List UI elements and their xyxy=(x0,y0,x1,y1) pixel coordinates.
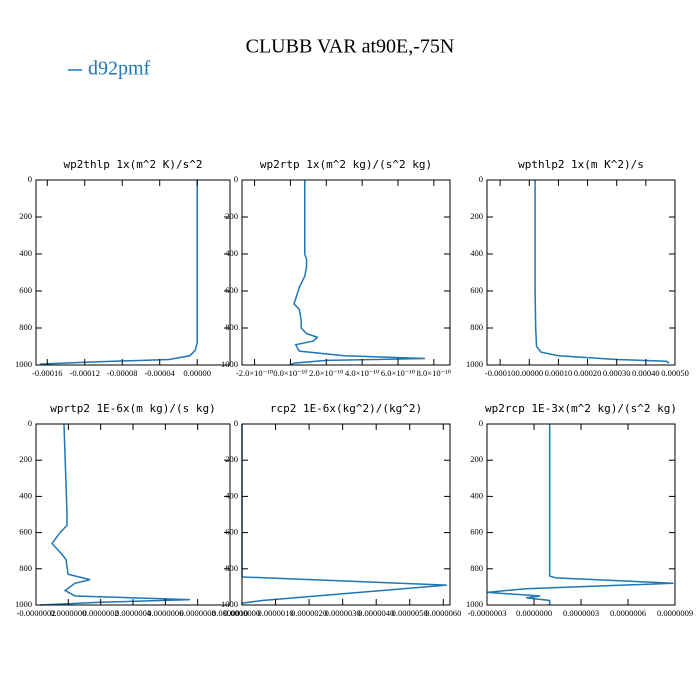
x-tick-label: 0.0×10⁻¹⁰ xyxy=(273,368,308,378)
panel-title: rcp2 1E-6x(kg^2)/(kg^2) xyxy=(270,402,422,415)
y-tick-label: 400 xyxy=(225,248,238,258)
y-tick-label: 600 xyxy=(19,285,32,295)
series-line xyxy=(39,180,198,365)
x-tick-label: -0.00016 xyxy=(32,368,62,378)
panel-title: wpthlp2 1x(m K^2)/s xyxy=(518,158,644,171)
x-tick-label: 0.00050 xyxy=(661,368,689,378)
plot-frame xyxy=(241,179,451,366)
x-tick-label: 4.0×10⁻¹⁰ xyxy=(345,368,380,378)
x-tick-label: 0.0000006 xyxy=(147,608,183,618)
x-tick-label: -0.00012 xyxy=(69,368,99,378)
y-tick-label: 0 xyxy=(479,418,483,428)
x-tick-label: 0.0000000 xyxy=(50,608,86,618)
figure-title: CLUBB VAR at90E,-75N xyxy=(246,36,455,58)
y-tick-label: 1000 xyxy=(466,359,483,369)
y-tick-label: 0 xyxy=(28,174,32,184)
y-tick-label: 1000 xyxy=(466,599,483,609)
x-tick-label: 0.0000010 xyxy=(212,608,248,618)
x-tick-label: 0.0000060 xyxy=(425,608,461,618)
x-tick-label: 0.0000040 xyxy=(358,608,394,618)
x-tick-label: 6.0×10⁻¹⁰ xyxy=(381,368,416,378)
y-tick-label: 800 xyxy=(470,322,483,332)
x-tick-label: 0.0000002 xyxy=(83,608,119,618)
plot-frame xyxy=(486,179,676,366)
x-tick-label: 0.0000000 xyxy=(516,608,552,618)
y-tick-label: 200 xyxy=(19,211,32,221)
plot-frame xyxy=(486,423,676,606)
x-tick-label: 8.0×10⁻¹⁰ xyxy=(417,368,452,378)
series-line xyxy=(40,423,191,606)
y-tick-label: 800 xyxy=(19,322,32,332)
plot-frame xyxy=(35,179,231,366)
y-tick-label: 200 xyxy=(19,454,32,464)
y-tick-label: 400 xyxy=(19,248,32,258)
series-line xyxy=(486,424,674,605)
x-tick-label: 0.00040 xyxy=(632,368,660,378)
y-tick-label: 0 xyxy=(234,418,238,428)
y-tick-label: 800 xyxy=(225,563,238,573)
x-tick-label: 0.0000009 xyxy=(657,608,693,618)
panel-title: wp2rcp 1E-3x(m^2 kg)/(s^2 kg) xyxy=(485,402,677,415)
y-tick-label: 1000 xyxy=(221,599,238,609)
y-tick-label: 1000 xyxy=(15,359,32,369)
y-tick-label: 0 xyxy=(479,174,483,184)
y-tick-label: 0 xyxy=(234,174,238,184)
x-tick-label: -0.00004 xyxy=(144,368,175,378)
y-tick-label: 800 xyxy=(19,563,32,573)
y-tick-label: 200 xyxy=(225,454,238,464)
x-tick-label: 0.00000 xyxy=(183,368,211,378)
x-tick-label: 0.00010 xyxy=(545,368,573,378)
x-tick-label: 0.00020 xyxy=(574,368,602,378)
x-tick-label: 0.0000000 xyxy=(224,608,260,618)
y-tick-label: 400 xyxy=(470,248,483,258)
y-tick-label: 400 xyxy=(19,490,32,500)
legend-label: d92pmf xyxy=(88,58,151,80)
x-tick-label: 0.0000004 xyxy=(115,608,152,618)
x-tick-label: -0.00008 xyxy=(107,368,137,378)
x-tick-label: 0.0000003 xyxy=(563,608,599,618)
x-tick-label: 2.0×10⁻¹⁰ xyxy=(309,368,344,378)
x-tick-label: 0.0000050 xyxy=(392,608,428,618)
y-tick-label: 200 xyxy=(470,211,483,221)
x-tick-label: 0.0000020 xyxy=(291,608,327,618)
y-tick-label: 600 xyxy=(470,527,483,537)
panel-title: wp2rtp 1x(m^2 kg)/(s^2 kg) xyxy=(260,158,432,171)
panel-title: wp2thlp 1x(m^2 K)/s^2 xyxy=(63,158,202,171)
y-tick-label: 600 xyxy=(225,527,238,537)
panel-title: wprtp2 1E-6x(m kg)/(s kg) xyxy=(50,402,216,415)
y-tick-label: 800 xyxy=(470,563,483,573)
x-tick-label: -0.00010 xyxy=(485,368,515,378)
x-tick-label: -0.0000002 xyxy=(17,608,56,618)
y-tick-label: 600 xyxy=(19,527,32,537)
series-line xyxy=(290,180,425,366)
series-line xyxy=(534,180,670,364)
x-tick-label: 0.0000010 xyxy=(257,608,293,618)
x-tick-label: 0.00000 xyxy=(515,368,543,378)
y-tick-label: 600 xyxy=(225,285,238,295)
y-tick-label: 400 xyxy=(470,490,483,500)
x-tick-label: -0.0000003 xyxy=(468,608,507,618)
series-line xyxy=(241,424,447,605)
y-tick-label: 1000 xyxy=(15,599,32,609)
y-tick-label: 200 xyxy=(225,211,238,221)
y-tick-label: 200 xyxy=(470,454,483,464)
y-tick-label: 800 xyxy=(225,322,238,332)
y-tick-label: 600 xyxy=(470,285,483,295)
x-tick-label: 0.0000030 xyxy=(325,608,361,618)
y-tick-label: 1000 xyxy=(221,359,238,369)
plot-frame xyxy=(241,423,451,606)
x-tick-label: -2.0×10⁻¹⁰ xyxy=(236,368,274,378)
y-tick-label: 0 xyxy=(28,418,32,428)
x-tick-label: 0.0000006 xyxy=(610,608,646,618)
x-tick-label: 0.0000008 xyxy=(180,608,216,618)
x-tick-label: 0.00030 xyxy=(603,368,631,378)
y-tick-label: 400 xyxy=(225,490,238,500)
